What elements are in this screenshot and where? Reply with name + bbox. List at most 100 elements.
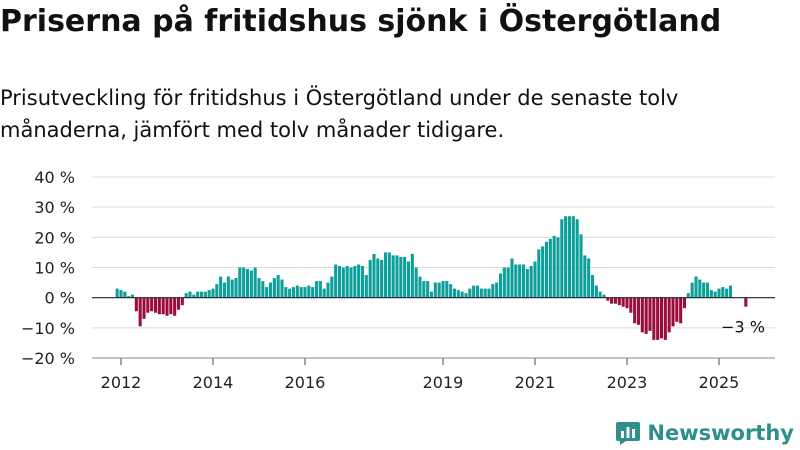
bar <box>728 285 733 298</box>
bar <box>399 256 403 298</box>
bar <box>119 290 123 298</box>
bar <box>199 291 204 298</box>
bar <box>242 267 246 298</box>
bar <box>682 297 687 309</box>
bar <box>633 297 637 324</box>
bar <box>184 293 188 298</box>
bar <box>265 287 269 298</box>
bar <box>495 282 499 298</box>
bar <box>721 287 725 298</box>
bar <box>180 297 184 306</box>
bar <box>717 288 721 298</box>
bar <box>426 281 430 298</box>
bar <box>694 276 698 298</box>
bar <box>518 264 522 298</box>
x-tick-label: 2012 <box>101 373 142 392</box>
bar <box>472 285 476 298</box>
bar <box>537 249 541 298</box>
bar <box>449 284 453 298</box>
bar <box>583 255 587 298</box>
bar <box>383 252 388 298</box>
bar <box>307 285 311 298</box>
bar <box>357 264 361 298</box>
bar <box>303 287 307 298</box>
bar <box>311 287 315 298</box>
brand-name: Newsworthy <box>647 421 794 445</box>
bar <box>610 297 614 304</box>
bar <box>667 297 671 333</box>
bar <box>613 297 618 304</box>
bar <box>468 288 472 298</box>
bar <box>403 256 407 298</box>
bar <box>594 285 598 298</box>
bar <box>541 246 545 298</box>
chart-title: Priserna på fritidshus sjönk i Östergötl… <box>0 4 722 39</box>
bar <box>679 297 683 324</box>
bar <box>587 258 591 298</box>
bar <box>253 267 257 298</box>
bar <box>571 216 575 298</box>
bar <box>234 278 238 298</box>
bar <box>705 282 710 298</box>
bar <box>617 297 621 306</box>
bar <box>659 297 664 339</box>
bar <box>713 291 717 298</box>
x-tick-label: 2016 <box>285 373 326 392</box>
bar <box>575 219 579 298</box>
y-tick-label: 10 % <box>34 259 75 278</box>
y-tick-label: −10 % <box>21 319 75 338</box>
bar <box>142 297 146 319</box>
bar <box>268 282 273 298</box>
bar <box>663 297 667 340</box>
x-tick-label: 2019 <box>423 373 464 392</box>
bar <box>648 297 652 331</box>
bar <box>161 297 165 315</box>
bar <box>153 297 158 313</box>
bar <box>280 279 284 298</box>
bar <box>422 281 426 298</box>
bar <box>406 261 411 298</box>
bar <box>502 267 506 298</box>
bar <box>245 269 250 298</box>
bar <box>429 291 434 298</box>
bar <box>702 282 706 298</box>
bar <box>222 282 227 298</box>
bar <box>291 287 296 298</box>
bar <box>295 285 299 298</box>
bar <box>146 297 150 313</box>
bar <box>169 297 173 315</box>
bar <box>299 287 303 298</box>
bar <box>487 288 491 298</box>
bar <box>479 288 483 298</box>
bar <box>525 269 529 298</box>
bar <box>656 297 660 340</box>
x-tick-label: 2025 <box>699 373 740 392</box>
bar <box>579 234 583 298</box>
bar <box>176 297 181 310</box>
bar <box>372 253 376 298</box>
bar <box>134 297 138 312</box>
bar <box>376 258 380 298</box>
bar <box>314 281 319 298</box>
bar <box>452 288 457 298</box>
bar <box>337 265 342 298</box>
y-tick-label: 30 % <box>34 198 75 217</box>
bar <box>203 291 207 298</box>
chart-subtitle: Prisutveckling för fritidshus i Östergöt… <box>0 86 679 142</box>
bar <box>521 264 526 298</box>
bar <box>529 265 533 298</box>
bar <box>498 273 503 298</box>
bar <box>560 219 564 298</box>
bar <box>334 264 338 298</box>
bar <box>207 290 211 298</box>
bar <box>567 216 572 298</box>
bar <box>644 297 648 334</box>
bar <box>188 291 192 298</box>
bar <box>249 270 253 298</box>
y-tick-label: 0 % <box>45 289 75 308</box>
y-tick-label: −20 % <box>21 349 75 368</box>
bar <box>380 259 384 298</box>
bar <box>173 297 177 316</box>
bar <box>475 285 480 298</box>
